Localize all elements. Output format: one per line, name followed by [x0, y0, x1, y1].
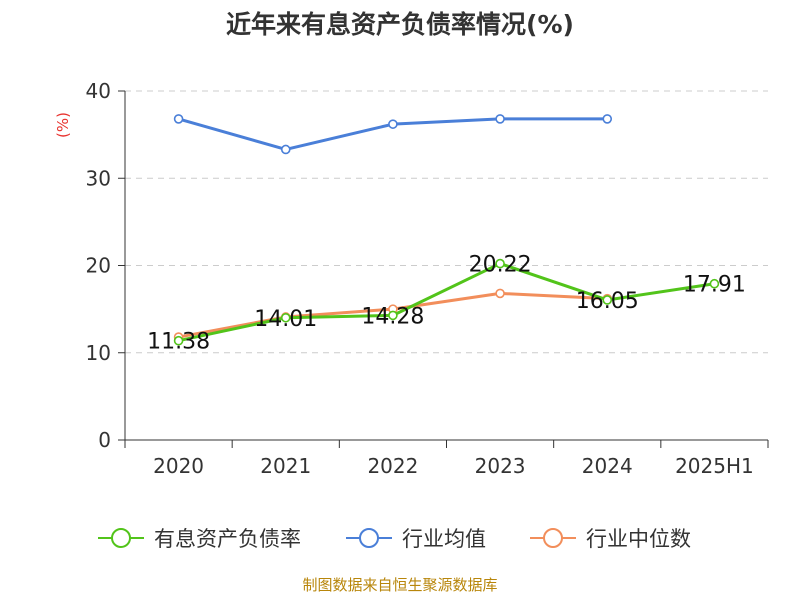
series-1-point-2024: [602, 114, 613, 124]
data-label-2024: 16.05: [576, 289, 639, 314]
grid-lines: [125, 90, 768, 354]
legend-marker-0: [111, 528, 131, 548]
data-label-2022: 14.28: [361, 304, 424, 329]
series-line-0: [178, 262, 715, 343]
x-tick-label-2022: 2022: [367, 454, 418, 478]
y-tick-label-10: 10: [86, 341, 111, 365]
x-tick-label-2023: 2023: [475, 454, 526, 478]
series-group: [173, 114, 720, 346]
series-0-point-2023: [495, 258, 505, 269]
y-tick-label-20: 20: [86, 254, 111, 278]
legend-marker-1: [359, 528, 379, 548]
series-1-point-2023: [495, 114, 505, 124]
series-1-point-2020: [173, 114, 184, 124]
series-2-point-2023: [495, 288, 505, 299]
legend-label-0: 有息资产负债率: [154, 527, 301, 551]
legend-label-1: 行业均值: [402, 527, 486, 551]
legend: 有息资产负债率 行业均值 行业中位数: [98, 527, 691, 551]
series-0-point-2024: [602, 295, 613, 305]
y-tick-label-40: 40: [86, 79, 111, 103]
x-tick-label-2020: 2020: [153, 454, 204, 478]
data-label-2023: 20.22: [469, 253, 532, 278]
series-1-point-2022: [388, 119, 398, 129]
series-0-point-2021: [280, 312, 291, 323]
series-1-point-2021: [280, 144, 291, 155]
y-tick-label-30: 30: [86, 166, 111, 190]
x-tick-label-2024: 2024: [582, 454, 633, 478]
series-0-point-2020: [173, 335, 184, 346]
y-axis-unit: (%): [54, 112, 72, 138]
x-tick-label-2021: 2021: [260, 454, 311, 478]
legend-label-2: 行业中位数: [586, 527, 691, 551]
source-note: 制图数据来自恒生聚源数据库: [302, 576, 497, 594]
data-labels: 11.38 14.01 14.28 20.22 16.05 17.91: [147, 253, 746, 355]
y-tick-label-0: 0: [98, 428, 111, 452]
data-label-2020: 11.38: [147, 330, 210, 355]
chart-title: 近年来有息资产负债率情况(%): [226, 10, 574, 39]
series-0-point-2022: [388, 310, 398, 321]
series-0-point-2025H1: [709, 278, 720, 289]
axes: 0 10 20 30 40 2020 2021 2022 2023 2024 2025H1: [86, 79, 769, 478]
data-label-2021: 14.01: [254, 307, 317, 332]
x-tick-label-2025H1: 2025H1: [675, 454, 754, 478]
legend-marker-2: [543, 528, 563, 548]
data-label-2025H1: 17.91: [683, 273, 746, 298]
